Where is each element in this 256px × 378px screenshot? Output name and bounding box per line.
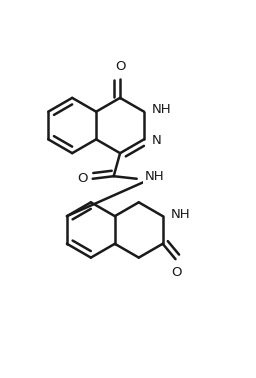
Text: N: N	[152, 133, 162, 147]
Text: O: O	[172, 265, 182, 279]
Text: NH: NH	[152, 103, 171, 116]
Text: O: O	[115, 60, 125, 73]
Text: O: O	[77, 172, 88, 185]
Text: NH: NH	[144, 170, 164, 183]
Text: NH: NH	[170, 208, 190, 221]
